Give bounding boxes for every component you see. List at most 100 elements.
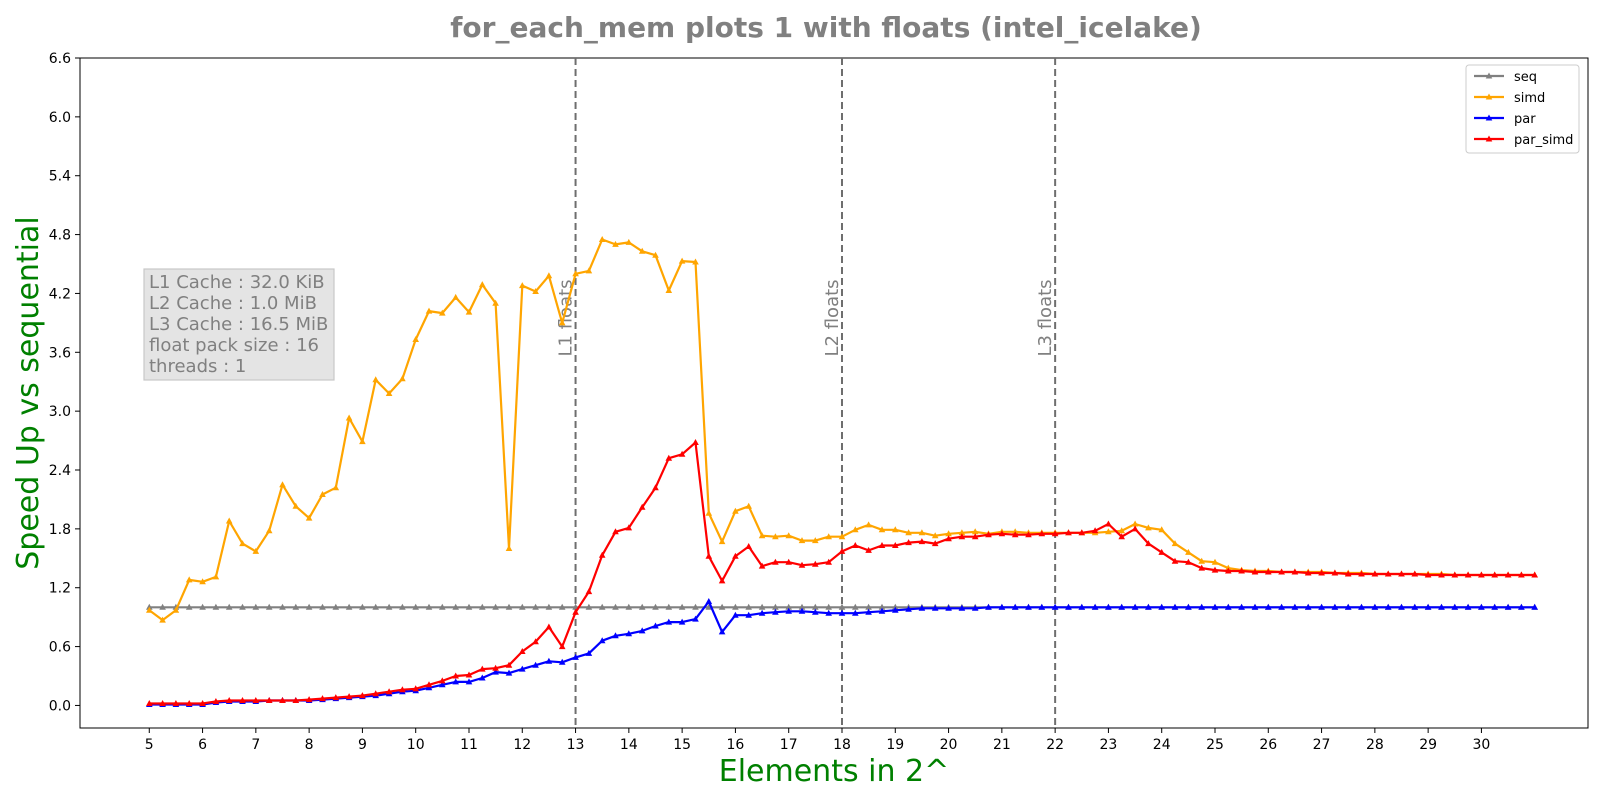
- data-point-simd: [652, 251, 659, 258]
- data-point-seq: [598, 603, 606, 610]
- legend-marker-par_simd: [1485, 135, 1493, 142]
- data-point-par: [1464, 603, 1472, 610]
- data-point-par_simd: [199, 700, 206, 706]
- data-point-par: [1318, 603, 1325, 610]
- data-point-par_simd: [1384, 570, 1392, 577]
- legend: seq simd par par_simd: [1465, 64, 1580, 154]
- data-point-simd: [558, 319, 566, 326]
- data-point-simd: [692, 258, 699, 265]
- x-tick-label: 29: [1419, 737, 1437, 753]
- data-point-par_simd: [825, 558, 832, 565]
- data-point-par_simd: [1078, 529, 1086, 536]
- data-point-par: [558, 658, 566, 665]
- data-point-par: [1371, 603, 1379, 610]
- data-point-simd: [212, 573, 220, 580]
- data-point-par: [1265, 603, 1272, 610]
- x-axis-label: Elements in 2^: [719, 754, 949, 789]
- data-point-par: [985, 603, 992, 610]
- data-point-simd: [1198, 557, 1205, 564]
- y-tick-label: 1.2: [49, 581, 71, 597]
- data-point-par_simd: [1251, 568, 1259, 575]
- y-tick-label: 6.0: [49, 110, 71, 126]
- data-point-par: [638, 627, 646, 634]
- data-point-simd: [598, 236, 606, 242]
- data-point-par_simd: [292, 697, 300, 703]
- data-point-par: [1091, 603, 1099, 610]
- legend-label-par_simd: par_simd: [1514, 133, 1573, 148]
- data-point-par_simd: [305, 696, 313, 703]
- data-point-simd: [159, 616, 166, 623]
- data-point-par: [1504, 603, 1512, 610]
- data-point-par_simd: [1318, 569, 1325, 576]
- data-point-seq: [492, 603, 499, 610]
- data-point-simd: [439, 309, 446, 316]
- data-point-simd: [319, 491, 326, 497]
- data-point-simd: [146, 606, 153, 613]
- data-point-par_simd: [1011, 531, 1019, 538]
- data-point-par: [1411, 603, 1419, 610]
- x-tick-label: 21: [993, 737, 1011, 753]
- data-point-seq: [785, 603, 792, 610]
- x-axis: 5 6 7 8 9 10 11 12 13 14 15 16 17 18 19 20 21 22 23 24 25 26 2…: [145, 728, 1490, 753]
- data-point-par_simd: [865, 546, 872, 553]
- y-tick-label: 0.6: [49, 640, 71, 656]
- data-point-par_simd: [772, 558, 779, 565]
- data-point-par: [1185, 603, 1192, 610]
- data-point-par_simd: [998, 530, 1006, 537]
- data-point-par: [1384, 603, 1392, 610]
- data-point-simd: [971, 528, 979, 535]
- data-point-simd: [758, 532, 766, 539]
- x-tick-label: 8: [305, 737, 314, 753]
- y-tick-label: 5.4: [49, 169, 71, 185]
- data-point-par_simd: [1531, 571, 1538, 578]
- data-point-par_simd: [505, 661, 513, 668]
- series-group: [146, 236, 1538, 707]
- data-point-par: [705, 598, 713, 604]
- x-tick-label: 14: [620, 737, 638, 753]
- data-point-simd: [878, 526, 886, 533]
- data-point-par_simd: [1358, 570, 1365, 577]
- data-point-par_simd: [1278, 568, 1285, 575]
- data-point-par: [825, 609, 832, 616]
- x-tick-label: 11: [460, 737, 478, 753]
- data-point-par_simd: [745, 543, 752, 549]
- data-point-par_simd: [345, 693, 353, 700]
- data-point-par_simd: [1118, 533, 1125, 540]
- data-point-par_simd: [1411, 570, 1419, 577]
- data-point-par_simd: [1451, 571, 1459, 578]
- data-point-par_simd: [612, 528, 619, 535]
- data-point-par: [945, 604, 952, 611]
- data-point-par: [1531, 603, 1538, 610]
- data-point-par: [1518, 603, 1525, 610]
- data-point-par_simd: [279, 697, 286, 703]
- x-tick-label: 16: [727, 737, 745, 753]
- data-point-par_simd: [532, 638, 539, 645]
- data-point-par: [1278, 603, 1285, 610]
- data-point-par: [598, 637, 606, 644]
- y-axis-label: Speed Up vs sequential: [11, 216, 46, 569]
- data-point-par_simd: [1478, 571, 1485, 578]
- x-tick-label: 15: [673, 737, 691, 753]
- data-point-seq: [745, 603, 752, 610]
- data-point-par: [998, 603, 1006, 610]
- data-point-simd: [745, 502, 752, 509]
- data-point-simd: [492, 299, 499, 306]
- data-point-simd: [345, 414, 353, 421]
- data-point-simd: [918, 529, 926, 536]
- data-point-simd: [332, 484, 340, 491]
- data-point-simd: [185, 576, 193, 583]
- data-point-seq: [665, 603, 673, 610]
- data-point-par_simd: [1265, 568, 1272, 575]
- data-point-seq: [545, 603, 553, 610]
- data-point-simd: [865, 521, 872, 528]
- data-point-par_simd: [465, 671, 473, 678]
- data-point-seq: [372, 603, 379, 610]
- data-point-simd: [958, 529, 966, 536]
- data-point-seq: [878, 603, 886, 610]
- data-point-simd: [718, 538, 726, 545]
- data-point-par_simd: [1065, 529, 1072, 536]
- data-point-seq: [838, 603, 846, 610]
- data-point-seq: [465, 603, 473, 610]
- x-tick-label: 7: [251, 737, 260, 753]
- data-point-par_simd: [625, 524, 633, 531]
